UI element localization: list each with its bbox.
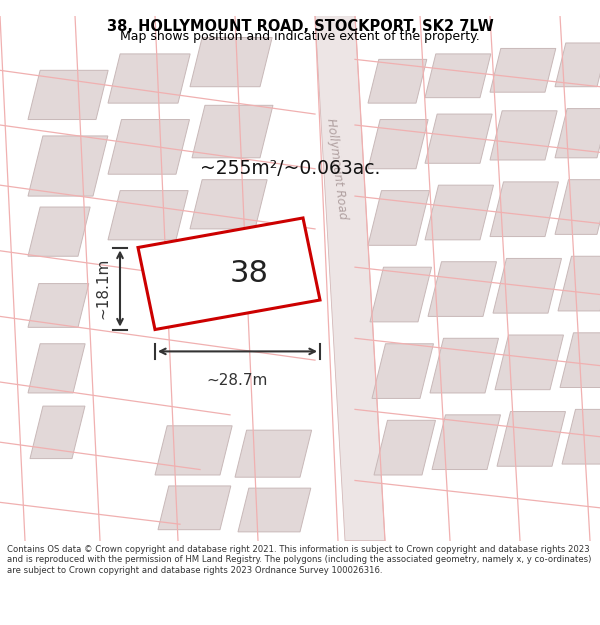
Polygon shape [235, 430, 311, 478]
Polygon shape [108, 191, 188, 240]
Polygon shape [138, 218, 320, 329]
Polygon shape [555, 109, 600, 158]
Polygon shape [562, 409, 600, 464]
Polygon shape [108, 119, 190, 174]
Polygon shape [368, 119, 428, 169]
Polygon shape [190, 180, 267, 229]
Polygon shape [108, 54, 190, 103]
Polygon shape [558, 256, 600, 311]
Polygon shape [190, 38, 272, 87]
Polygon shape [490, 182, 559, 236]
Polygon shape [430, 338, 499, 393]
Polygon shape [192, 105, 273, 158]
Polygon shape [315, 16, 385, 541]
Text: ~28.7m: ~28.7m [207, 373, 268, 388]
Polygon shape [490, 111, 557, 160]
Polygon shape [28, 284, 89, 328]
Polygon shape [493, 259, 562, 313]
Polygon shape [555, 180, 600, 234]
Polygon shape [158, 486, 231, 530]
Polygon shape [428, 262, 497, 316]
Text: ~255m²/~0.063ac.: ~255m²/~0.063ac. [200, 159, 380, 178]
Polygon shape [368, 191, 430, 245]
Polygon shape [374, 420, 436, 475]
Polygon shape [425, 54, 491, 98]
Polygon shape [370, 268, 431, 322]
Polygon shape [155, 426, 232, 475]
Polygon shape [425, 185, 493, 240]
Polygon shape [28, 207, 90, 256]
Polygon shape [372, 344, 433, 399]
Polygon shape [425, 114, 492, 163]
Text: Map shows position and indicative extent of the property.: Map shows position and indicative extent… [120, 30, 480, 43]
Polygon shape [495, 335, 563, 390]
Text: 38, HOLLYMOUNT ROAD, STOCKPORT, SK2 7LW: 38, HOLLYMOUNT ROAD, STOCKPORT, SK2 7LW [107, 19, 493, 34]
Text: Contains OS data © Crown copyright and database right 2021. This information is : Contains OS data © Crown copyright and d… [7, 545, 592, 575]
Polygon shape [490, 48, 556, 92]
Polygon shape [368, 59, 427, 103]
Text: Hollymount Road: Hollymount Road [325, 118, 350, 220]
Polygon shape [28, 136, 108, 196]
Text: ~18.1m: ~18.1m [95, 258, 110, 319]
Polygon shape [30, 406, 85, 459]
Polygon shape [560, 332, 600, 388]
Polygon shape [497, 411, 566, 466]
Polygon shape [28, 344, 85, 393]
Text: 38: 38 [229, 259, 269, 288]
Polygon shape [432, 415, 500, 469]
Polygon shape [238, 488, 311, 532]
Polygon shape [555, 43, 600, 87]
Polygon shape [28, 70, 108, 119]
